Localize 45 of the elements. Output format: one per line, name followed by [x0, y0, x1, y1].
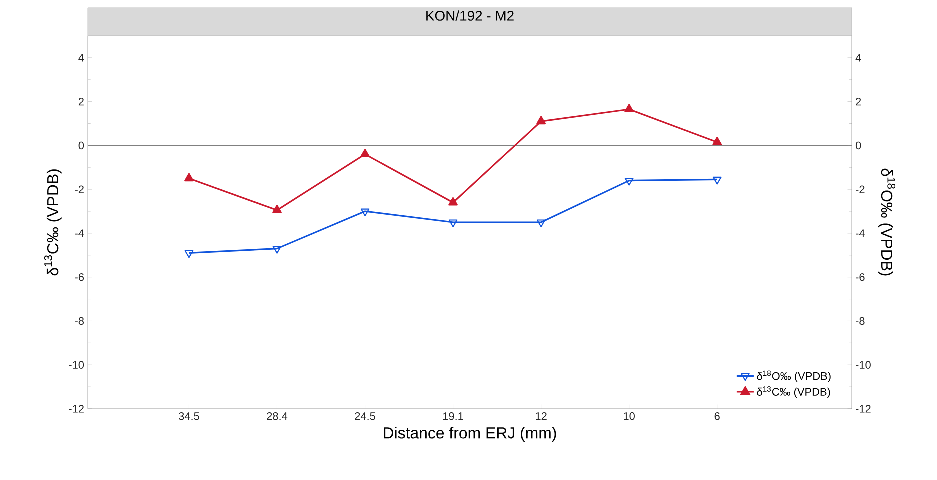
y2-tick-label: -12 — [856, 405, 871, 413]
point — [624, 104, 634, 113]
y2-tick-label: 0 — [856, 142, 862, 150]
y-tick-label: -10 — [69, 361, 84, 369]
y2-tick-label: -8 — [856, 317, 865, 326]
point — [712, 176, 722, 185]
y2-axis-title: δ$^{18}$O‰ (VPDB) — [878, 168, 896, 276]
x-axis-title: Distance from ERJ (mm) — [384, 427, 556, 442]
point — [712, 137, 722, 146]
y-tick-label: -4 — [75, 230, 84, 238]
point — [448, 197, 458, 206]
y-tick-label: 2 — [78, 98, 84, 106]
x-tick-label: 12 — [536, 412, 547, 420]
point — [448, 220, 458, 228]
y2-tick-label: -4 — [856, 230, 865, 238]
point — [272, 205, 282, 214]
y2-tick-label: 4 — [856, 54, 862, 62]
y-tick-label: 4 — [78, 54, 84, 62]
point — [360, 149, 370, 158]
point — [536, 116, 546, 125]
point — [624, 178, 634, 186]
x-tick-label: 34.5 — [178, 412, 200, 420]
y2-tick-label: -6 — [856, 273, 865, 282]
point — [184, 250, 194, 258]
y2-tick-label: -2 — [856, 186, 865, 194]
chart-title: KON/192 - M2 — [426, 10, 514, 21]
y-tick-label: -8 — [75, 317, 84, 326]
x-tick-label: 28.4 — [267, 412, 288, 420]
point — [360, 208, 370, 217]
legend-label: δ$^{18}$O‰ (VPDB) — [757, 370, 831, 382]
point — [536, 220, 546, 228]
y-tick-label: -2 — [75, 186, 84, 194]
x-tick-label: 10 — [624, 412, 635, 420]
legend-label: δ$^{13}$C‰ (VPDB) — [757, 386, 830, 398]
y-tick-label: 0 — [78, 142, 84, 150]
y-tick-label: -12 — [69, 405, 84, 413]
point — [184, 173, 194, 182]
x-tick-label: 19.1 — [443, 412, 464, 420]
y2-tick-label: 2 — [856, 98, 862, 106]
point — [272, 246, 282, 254]
y-axis-title: δ$^{13}$C‰ (VPDB) — [44, 170, 62, 276]
y2-tick-label: -10 — [856, 361, 871, 369]
x-tick-label: 24.5 — [355, 412, 376, 420]
y-tick-label: -6 — [75, 273, 84, 282]
x-tick-label: 6 — [714, 412, 720, 420]
